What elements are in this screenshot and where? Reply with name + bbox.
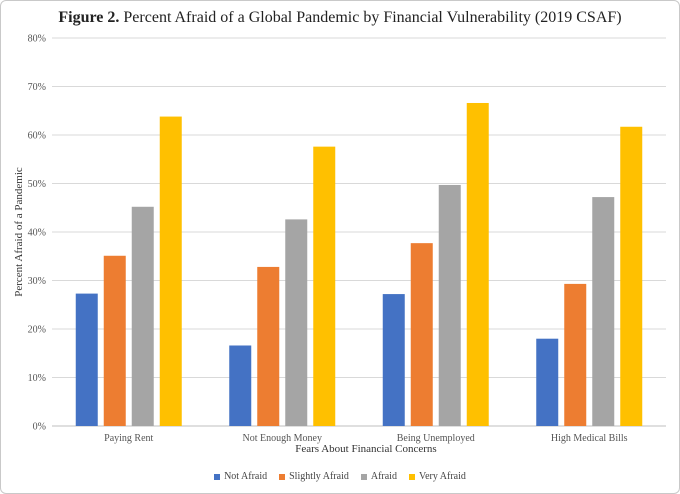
bar-very-afraid	[620, 126, 643, 426]
x-tick-label: High Medical Bills	[551, 433, 628, 444]
bar-very-afraid	[313, 146, 336, 426]
legend-swatch	[360, 473, 367, 480]
bar-afraid	[131, 206, 154, 426]
legend-item: Slightly Afraid	[279, 471, 349, 482]
bar-slightly-afraid	[257, 266, 280, 426]
x-tick-label: Being Unemployed	[397, 433, 475, 444]
y-axis-ticks: 0% 10% 20% 30% 40% 50% 60% 70% 80%	[28, 34, 46, 433]
x-tick-label: Paying Rent	[104, 433, 153, 444]
y-tick-label: 20%	[28, 325, 46, 336]
title-figure-label: Figure 2.	[58, 9, 120, 26]
bar-very-afraid	[159, 116, 182, 426]
gridlines	[52, 37, 666, 427]
legend-label: Very Afraid	[418, 471, 466, 482]
bars	[75, 102, 643, 427]
bar-afraid	[438, 184, 461, 426]
legend-label: Slightly Afraid	[289, 471, 349, 482]
bar-slightly-afraid	[103, 255, 126, 426]
bar-not-afraid	[229, 345, 252, 426]
legend-swatch	[214, 473, 221, 480]
y-tick-label: 0%	[33, 422, 46, 433]
legend-swatch	[279, 473, 286, 480]
bar-afraid	[285, 219, 308, 426]
legend-item: Afraid	[360, 471, 397, 482]
bar-not-afraid	[536, 338, 559, 426]
y-tick-label: 60%	[28, 131, 46, 142]
x-axis-label: Fears About Financial Concerns	[295, 443, 436, 455]
bar-not-afraid	[382, 294, 405, 426]
bar-not-afraid	[75, 293, 98, 426]
bar-afraid	[592, 197, 615, 426]
y-tick-label: 80%	[28, 34, 46, 45]
y-tick-label: 50%	[28, 179, 46, 190]
y-tick-label: 40%	[28, 228, 46, 239]
chart-title: Figure 2. Percent Afraid of a Global Pan…	[0, 9, 680, 27]
y-axis-label: Percent Afraid of a Pandemic	[13, 167, 25, 297]
x-axis-ticks: Paying Rent Not Enough Money Being Unemplo…	[104, 433, 628, 444]
legend-label: Afraid	[370, 471, 397, 482]
y-tick-label: 70%	[28, 82, 46, 93]
legend-item: Very Afraid	[408, 471, 466, 482]
legend-swatch	[408, 473, 415, 480]
bar-slightly-afraid	[564, 283, 587, 426]
bar-very-afraid	[466, 102, 489, 427]
legend: Not Afraid Slightly Afraid Afraid Very Afra…	[0, 471, 680, 482]
y-tick-label: 10%	[28, 373, 46, 384]
legend-item: Not Afraid	[214, 471, 267, 482]
title-text: Percent Afraid of a Global Pandemic by F…	[119, 9, 622, 26]
x-tick-label: Not Enough Money	[243, 433, 322, 444]
bar-slightly-afraid	[410, 243, 433, 426]
legend-label: Not Afraid	[224, 471, 268, 482]
y-tick-label: 30%	[28, 276, 46, 287]
